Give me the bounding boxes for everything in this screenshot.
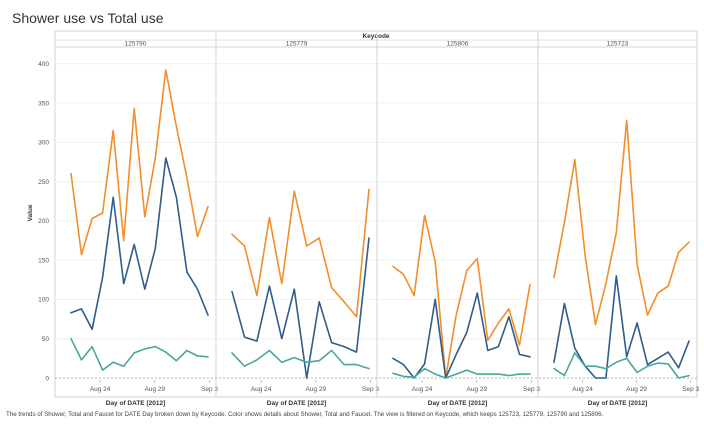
x-tick-label: Aug 24 [90, 386, 111, 393]
series-line-total [70, 69, 209, 256]
chart-caption: The trends of Shower, Total and Faucet f… [6, 411, 604, 418]
y-tick-label: 100 [38, 297, 49, 304]
y-tick-label: 400 [38, 61, 49, 68]
panel-header-label: 125806 [447, 41, 469, 48]
series-line-shower [392, 292, 531, 379]
y-tick-label: 50 [42, 336, 50, 343]
x-tick-label: Sep 3 [362, 386, 379, 393]
series-line-total [231, 188, 370, 318]
series-line-faucet [392, 367, 531, 379]
y-tick-label: 150 [38, 257, 49, 264]
plot-frame [54, 30, 698, 398]
x-tick-label: Aug 24 [572, 386, 593, 393]
y-tick-label: 200 [38, 218, 49, 225]
x-tick-label: Sep 3 [682, 386, 699, 393]
x-tick-label: Aug 29 [145, 386, 166, 393]
x-axis-label: Day of DATE [2012] [588, 400, 647, 407]
x-tick-label: Aug 24 [412, 386, 433, 393]
y-axis-label: Value [27, 204, 34, 221]
series-line-faucet [553, 352, 690, 379]
series-line-total [553, 119, 690, 326]
x-tick-label: Sep 3 [523, 386, 540, 393]
series-line-faucet [231, 349, 370, 370]
series-line-shower [70, 157, 209, 331]
x-axis-label: Day of DATE [2012] [106, 400, 165, 407]
x-tick-label: Aug 29 [306, 386, 327, 393]
series-line-faucet [70, 337, 209, 371]
panel-header-label: 125723 [607, 41, 629, 48]
x-axis-label: Day of DATE [2012] [428, 400, 487, 407]
panel-header-label: 125779 [286, 41, 308, 48]
x-tick-label: Aug 29 [626, 386, 647, 393]
y-tick-label: 350 [38, 100, 49, 107]
y-tick-label: 0 [45, 375, 49, 382]
y-tick-label: 300 [38, 140, 49, 147]
x-tick-label: Aug 29 [467, 386, 488, 393]
y-tick-label: 250 [38, 179, 49, 186]
x-tick-label: Sep 3 [201, 386, 218, 393]
series-line-total [392, 214, 531, 379]
x-axis-label: Day of DATE [2012] [267, 400, 326, 407]
series-line-shower [553, 275, 690, 379]
panel-header-label: 125790 [125, 41, 147, 48]
column-header: Keycode [362, 33, 389, 40]
series-line-shower [231, 237, 370, 379]
page-title: Shower use vs Total use [12, 10, 164, 26]
x-tick-label: Aug 24 [251, 386, 272, 393]
